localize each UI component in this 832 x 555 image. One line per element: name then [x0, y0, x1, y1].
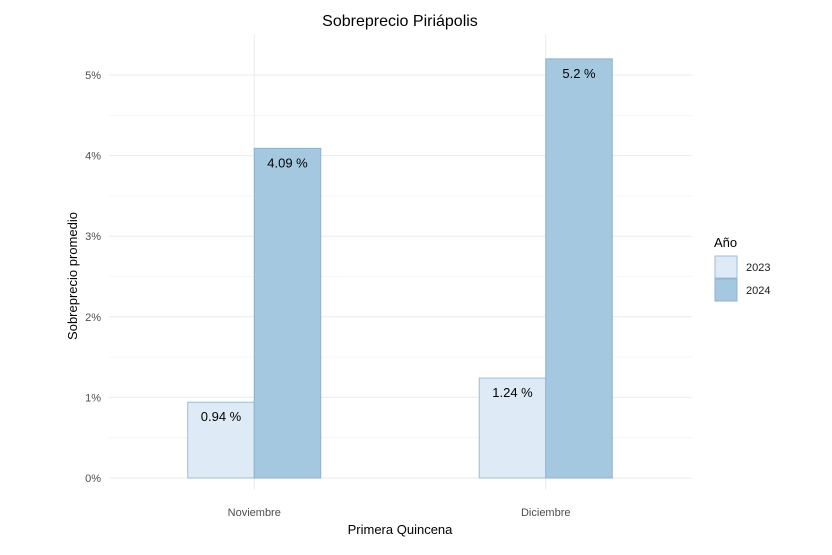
legend-items: 2023 2024	[714, 255, 770, 302]
y-tick-label: 1%	[85, 392, 101, 404]
bar-2024-diciembre	[545, 58, 613, 479]
x-axis-ticks: Noviembre Diciembre	[228, 507, 571, 519]
x-tick-label: Diciembre	[521, 507, 571, 519]
y-tick-label: 2%	[85, 312, 101, 324]
y-axis-ticks: 0% 1% 2% 3% 4% 5%	[85, 70, 101, 485]
y-axis-title: Sobreprecio promedio	[65, 212, 80, 340]
legend: Año 2023 2024	[714, 235, 770, 302]
bar-2024-noviembre	[253, 147, 322, 479]
legend-title: Año	[714, 235, 737, 250]
chart-title: Sobreprecio Piriápolis	[322, 13, 478, 30]
data-label: 0.94 %	[201, 409, 242, 424]
legend-label: 2023	[746, 262, 770, 274]
legend-key-2024	[714, 278, 738, 302]
x-tick-label: Noviembre	[228, 507, 281, 519]
bars	[187, 58, 613, 479]
data-label: 4.09 %	[267, 155, 308, 170]
y-tick-label: 3%	[85, 231, 101, 243]
data-labels: 0.94 % 1.24 % 4.09 % 5.2 %	[201, 66, 596, 424]
x-axis-title: Primera Quincena	[348, 522, 454, 537]
y-tick-label: 4%	[85, 151, 101, 163]
y-tick-label: 0%	[85, 473, 101, 485]
data-label: 1.24 %	[492, 385, 533, 400]
bar-2023-noviembre	[187, 401, 255, 479]
data-label: 5.2 %	[562, 66, 596, 81]
bar-2023-diciembre	[478, 377, 547, 479]
y-tick-label: 5%	[85, 70, 101, 82]
legend-label: 2024	[746, 285, 770, 297]
legend-key-2023	[714, 255, 738, 279]
